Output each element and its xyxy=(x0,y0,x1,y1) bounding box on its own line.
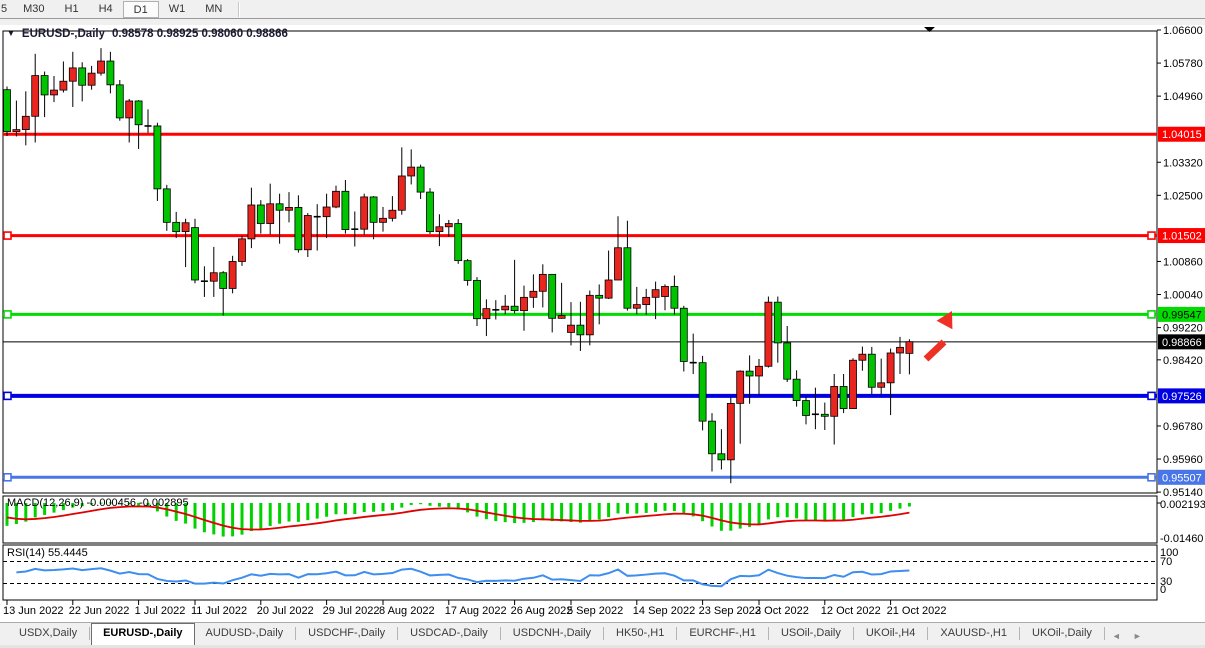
trend-arrow-annotation[interactable] xyxy=(923,311,953,362)
svg-text:1.00040: 1.00040 xyxy=(1163,290,1203,302)
timeframe-button-h1[interactable]: H1 xyxy=(64,2,79,15)
svg-text:23 Sep 2022: 23 Sep 2022 xyxy=(699,605,761,617)
macd-scale-max: 0.002193 xyxy=(1160,499,1205,511)
tab-usdcad-daily[interactable]: USDCAD-,Daily xyxy=(410,627,488,639)
rsi-panel[interactable] xyxy=(2,544,1158,601)
tab-separator xyxy=(676,627,678,640)
toolbar-separator xyxy=(238,1,241,17)
svg-text:29 Jul 2022: 29 Jul 2022 xyxy=(323,605,380,617)
tab-scroll-left-icon[interactable]: ◄ xyxy=(1111,631,1121,641)
tab-separator xyxy=(89,627,91,640)
svg-text:1.04015: 1.04015 xyxy=(1162,129,1202,141)
svg-text:1.06600: 1.06600 xyxy=(1163,25,1203,37)
svg-text:0.95960: 0.95960 xyxy=(1163,454,1203,466)
svg-text:0.99220: 0.99220 xyxy=(1163,323,1203,335)
svg-text:12 Oct 2022: 12 Oct 2022 xyxy=(821,605,881,617)
macd-indicator-label: MACD(12,26,9) -0.000456 -0.002895 xyxy=(7,497,189,509)
timeframe-button-mn[interactable]: MN xyxy=(205,2,223,15)
chart-ohlc-values: 0.98578 0.98925 0.98060 0.98866 xyxy=(112,28,288,40)
svg-text:1.01502: 1.01502 xyxy=(1162,231,1202,243)
svg-text:5 Sep 2022: 5 Sep 2022 xyxy=(567,605,623,617)
rsi-scale-0: 0 xyxy=(1160,584,1167,596)
tab-hk50-h1[interactable]: HK50-,H1 xyxy=(616,627,665,639)
macd-series xyxy=(5,502,1161,537)
rsi-series xyxy=(3,561,1157,588)
timeframe-button-m5[interactable]: 5 xyxy=(1,2,8,15)
svg-text:14 Sep 2022: 14 Sep 2022 xyxy=(633,605,695,617)
tab-audusd-daily[interactable]: AUDUSD-,Daily xyxy=(205,627,284,639)
svg-text:1.00860: 1.00860 xyxy=(1163,256,1203,268)
tab-usdchf-daily[interactable]: USDCHF-,Daily xyxy=(308,627,386,639)
svg-text:8 Aug 2022: 8 Aug 2022 xyxy=(379,605,435,617)
tab-separator xyxy=(767,627,769,640)
svg-text:0.97526: 0.97526 xyxy=(1162,391,1202,403)
rsi-indicator-label: RSI(14) 55.4445 xyxy=(7,547,88,559)
candlesticks xyxy=(3,48,914,484)
tab-eurchf-h1[interactable]: EURCHF-,H1 xyxy=(689,627,756,639)
svg-text:0.95140: 0.95140 xyxy=(1163,487,1203,499)
svg-text:0.98866: 0.98866 xyxy=(1162,337,1202,349)
hline-0.95507[interactable]: 0.95507 xyxy=(3,469,1205,485)
tab-eurusd-daily[interactable]: EURUSD-,Daily xyxy=(91,623,195,645)
hline-1.04015[interactable]: 1.04015 xyxy=(3,126,1205,142)
tab-separator xyxy=(499,627,501,640)
tab-separator xyxy=(603,627,605,640)
timeframe-toolbar: 5 M30 H1 H4 D1 W1 MN xyxy=(0,0,1205,19)
tab-separator xyxy=(852,627,854,640)
svg-text:20 Jul 2022: 20 Jul 2022 xyxy=(257,605,314,617)
chart-shift-marker-icon xyxy=(924,27,935,32)
chart-symbol-label: EURUSD-,Daily xyxy=(21,28,105,40)
svg-text:0.98420: 0.98420 xyxy=(1163,355,1203,367)
tab-ukoil-h4[interactable]: UKOil-,H4 xyxy=(865,627,916,639)
svg-text:21 Oct 2022: 21 Oct 2022 xyxy=(887,605,947,617)
date-axis: 13 Jun 2022 22 Jun 2022 1 Jul 2022 11 Jul 2… xyxy=(3,600,947,617)
timeframe-button-w1[interactable]: W1 xyxy=(168,2,186,15)
tab-separator xyxy=(295,627,297,640)
svg-text:1.02500: 1.02500 xyxy=(1163,190,1203,202)
rsi-scale-70: 70 xyxy=(1160,556,1173,568)
svg-text:0.99547: 0.99547 xyxy=(1162,309,1202,321)
svg-text:1.04960: 1.04960 xyxy=(1163,91,1203,103)
svg-text:1.03320: 1.03320 xyxy=(1163,157,1203,169)
tab-usdx-daily[interactable]: USDX,Daily xyxy=(19,627,78,639)
tab-ukoil-daily[interactable]: UKOil-,Daily xyxy=(1032,627,1092,639)
hline-0.97526[interactable]: 0.97526 xyxy=(3,388,1205,404)
tab-xauusd-h1[interactable]: XAUUSD-,H1 xyxy=(940,627,1007,639)
tab-separator xyxy=(1019,627,1020,640)
svg-text:26 Aug 2022: 26 Aug 2022 xyxy=(511,605,573,617)
svg-text:11 Jul 2022: 11 Jul 2022 xyxy=(191,605,247,617)
svg-text:0.96780: 0.96780 xyxy=(1163,421,1203,433)
rsi-scale-100: 100 xyxy=(1160,547,1179,559)
tab-separator xyxy=(927,627,929,640)
tab-usoil-daily[interactable]: USOil-,Daily xyxy=(780,627,841,639)
tab-separator xyxy=(397,627,399,640)
tab-separator xyxy=(1103,627,1105,640)
price-axis: 1.06600 1.05780 1.04960 1.03320 1.02500 1.008… xyxy=(1157,25,1203,499)
svg-text:13 Jun 2022: 13 Jun 2022 xyxy=(3,605,64,617)
macd-scale-min: -0.01460 xyxy=(1160,533,1204,545)
symbol-tab-bar: USDX,Daily EURUSD-,Daily AUDUSD-,Daily U… xyxy=(0,622,1205,645)
svg-text:1 Jul 2022: 1 Jul 2022 xyxy=(135,605,186,617)
chart-title: ▼ EURUSD-,Daily 0.98578 0.98925 0.98060 … xyxy=(7,28,288,40)
timeframe-button-d1[interactable]: D1 xyxy=(122,0,159,18)
rsi-scale-30: 30 xyxy=(1160,576,1173,588)
timeframe-button-m30[interactable]: M30 xyxy=(23,2,45,15)
svg-text:0.95507: 0.95507 xyxy=(1162,472,1202,484)
window-bottom-strip xyxy=(0,645,1205,648)
chart-dropdown-icon[interactable]: ▼ xyxy=(7,28,15,38)
svg-text:1.05780: 1.05780 xyxy=(1163,58,1203,70)
tab-scroll-right-icon[interactable]: ► xyxy=(1132,631,1142,641)
main-price-panel[interactable] xyxy=(2,30,1158,494)
tab-usdcnh-daily[interactable]: USDCNH-,Daily xyxy=(512,627,592,639)
svg-text:17 Aug 2022: 17 Aug 2022 xyxy=(445,605,507,617)
timeframe-button-h4[interactable]: H4 xyxy=(98,2,113,15)
svg-text:22 Jun 2022: 22 Jun 2022 xyxy=(69,605,130,617)
svg-text:3 Oct 2022: 3 Oct 2022 xyxy=(755,605,809,617)
chart-canvas[interactable]: 1.06600 1.05780 1.04960 1.03320 1.02500 1.008… xyxy=(0,25,1205,622)
